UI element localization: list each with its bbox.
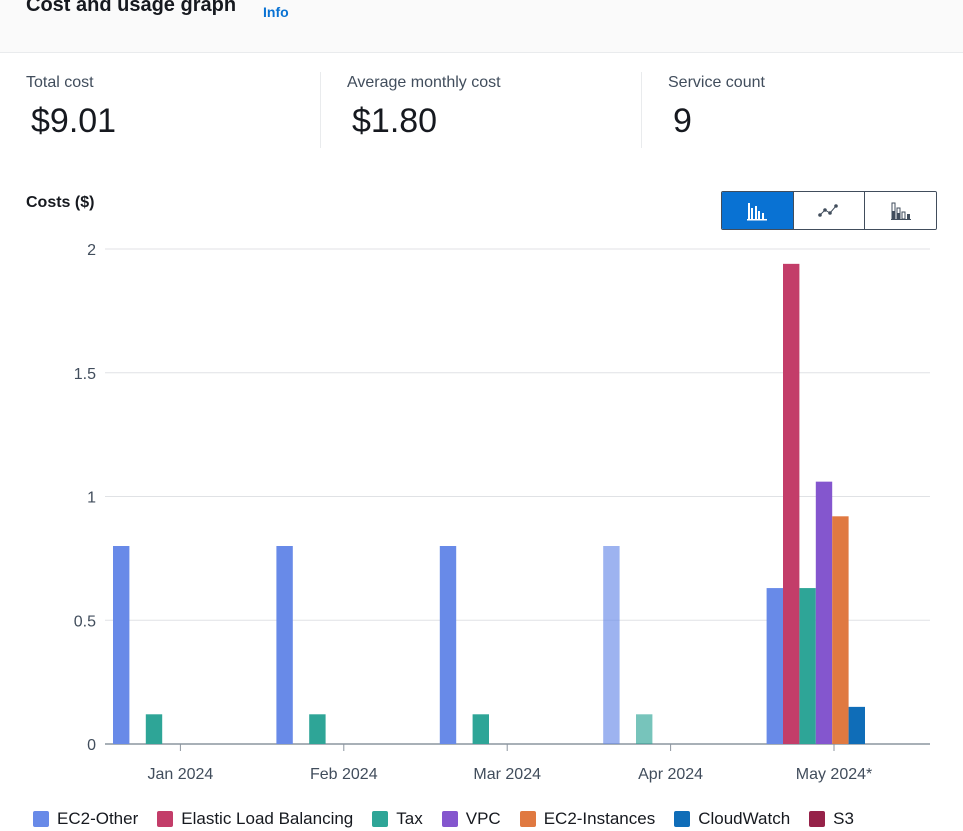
legend-swatch	[33, 811, 49, 827]
legend-item-ec2-other[interactable]: EC2-Other	[33, 809, 138, 829]
info-link[interactable]: Info	[263, 4, 289, 20]
x-tick-label: Mar 2024	[473, 766, 541, 783]
legend-swatch	[674, 811, 691, 827]
legend-item-tax[interactable]: Tax	[372, 809, 423, 829]
legend-item-cloudwatch[interactable]: CloudWatch	[674, 809, 790, 829]
bar-ec2-other[interactable]	[766, 588, 783, 744]
metric-divider	[320, 72, 321, 148]
x-axis: Jan 2024 Feb 2024 Mar 2024 Apr 2024 May 2024…	[147, 744, 872, 783]
chart-legend: EC2-Other Elastic Load Balancing Tax VPC EC2…	[33, 809, 873, 829]
x-tick-label: Feb 2024	[310, 766, 378, 783]
legend-swatch	[157, 811, 174, 827]
legend-item-ec2-instances[interactable]: EC2-Instances	[519, 809, 656, 829]
line-chart-button[interactable]	[792, 192, 865, 229]
legend-label: S3	[833, 809, 854, 828]
chart-bars	[113, 263, 865, 744]
legend-label: EC2-Other	[57, 809, 139, 828]
panel-header: Cost and usage graph Info	[0, 0, 963, 53]
panel-title: Cost and usage graph	[26, 0, 237, 16]
x-tick-label: Jan 2024	[147, 766, 213, 783]
average-monthly-cost-label: Average monthly cost	[347, 74, 501, 91]
legend-label: Tax	[396, 809, 423, 828]
bar-tax[interactable]	[145, 714, 163, 744]
legend-item-s3[interactable]: S3	[809, 809, 854, 829]
service-count-label: Service count	[668, 74, 765, 91]
bar-vpc[interactable]	[815, 481, 833, 744]
total-cost-label: Total cost	[26, 74, 94, 91]
service-count-value: 9	[673, 102, 692, 140]
legend-swatch	[372, 811, 389, 827]
legend-swatch	[519, 811, 536, 827]
x-tick-label: Apr 2024	[638, 766, 703, 783]
bar-elastic-load-balancing[interactable]	[783, 263, 800, 744]
y-tick-label: 0	[87, 737, 96, 754]
stacked-bar-chart-icon	[890, 202, 911, 220]
y-tick-label: 1	[87, 490, 96, 507]
total-cost-metric: Total cost $9.01	[26, 74, 116, 141]
bar-tax[interactable]	[799, 588, 816, 744]
cost-bar-chart: 0 0.5 1 1.5 2 Jan 2024 Feb 2024 Mar 2024 Apr 20…	[74, 242, 930, 783]
bar-ec2-instances[interactable]	[832, 516, 849, 744]
average-monthly-cost-value: $1.80	[352, 102, 438, 140]
bar-ec2-other[interactable]	[113, 546, 130, 744]
bar-chart-button[interactable]	[722, 192, 793, 229]
legend-swatch	[809, 811, 826, 827]
y-tick-label: 2	[87, 242, 96, 259]
total-cost-value: $9.01	[31, 102, 117, 140]
bar-ec2-other[interactable]	[603, 546, 620, 744]
x-tick-label: May 2024*	[796, 766, 873, 783]
chart-type-toggle	[721, 191, 937, 230]
bar-cloudwatch[interactable]	[848, 706, 865, 744]
legend-label: VPC	[465, 809, 501, 828]
legend-label: Elastic Load Balancing	[181, 809, 354, 828]
legend-item-vpc[interactable]: VPC	[441, 809, 501, 829]
bar-tax[interactable]	[472, 714, 489, 744]
bar-chart-icon	[747, 202, 768, 220]
bar-tax[interactable]	[309, 714, 326, 744]
legend-label: CloudWatch	[698, 809, 791, 828]
bar-ec2-other[interactable]	[439, 546, 457, 744]
y-tick-label: 0.5	[74, 613, 96, 630]
stacked-bar-chart-button[interactable]	[864, 192, 936, 229]
y-axis-label: Costs ($)	[26, 194, 95, 211]
y-tick-label: 1.5	[74, 366, 96, 383]
bar-ec2-other[interactable]	[276, 546, 293, 744]
legend-swatch	[441, 811, 458, 827]
bar-tax[interactable]	[636, 714, 653, 744]
legend-label: EC2-Instances	[543, 809, 656, 828]
average-monthly-cost-metric: Average monthly cost $1.80	[347, 74, 501, 141]
metric-divider	[641, 72, 642, 148]
legend-item-elastic-load-balancing[interactable]: Elastic Load Balancing	[157, 809, 353, 829]
service-count-metric: Service count 9	[668, 74, 765, 141]
line-chart-icon	[818, 203, 838, 217]
